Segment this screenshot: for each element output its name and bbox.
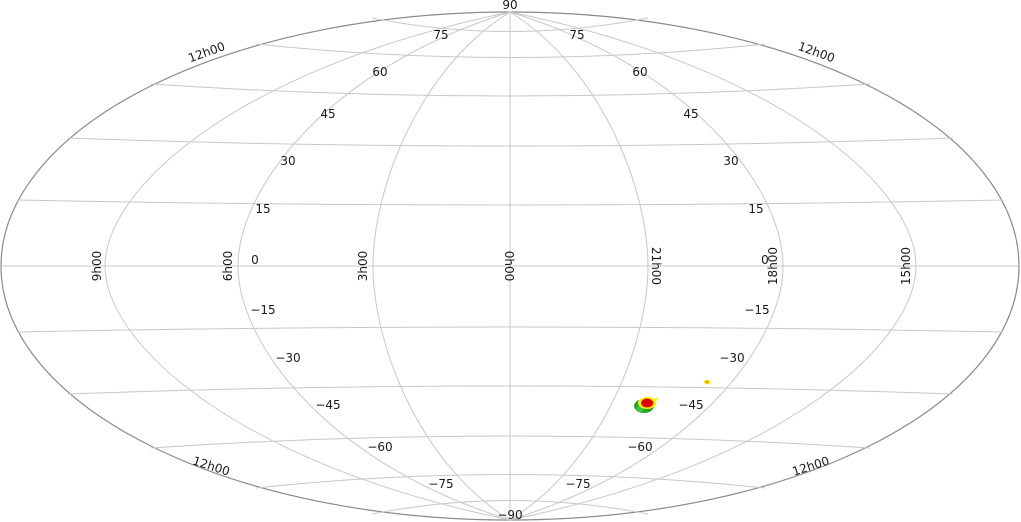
ra-label-0h: 0h00 — [502, 251, 516, 282]
dec-label-ll-m75: −75 — [428, 477, 453, 491]
hotspot-main-fleck — [654, 397, 658, 401]
dec-label-lr-m75: −75 — [565, 477, 590, 491]
dec-label-ll-m60: −60 — [367, 440, 392, 454]
dec-label-ul-0: 0 — [251, 253, 259, 267]
dec-label-ul-75: 75 — [433, 28, 448, 42]
hotspot-main — [634, 397, 658, 413]
dec-label-ur-0: 0 — [761, 253, 769, 267]
ra-grid — [104, 11, 917, 521]
dec-label-ul-30: 30 — [280, 154, 295, 168]
meridian-6h — [237, 11, 511, 521]
meridian-3h — [372, 11, 511, 521]
hotspot-small-core — [705, 380, 709, 384]
dec-label-lr-m60: −60 — [627, 440, 652, 454]
dec-label-lr-m30: −30 — [719, 351, 744, 365]
dec-label-ur-30: 30 — [723, 154, 738, 168]
ra-label-6h: 6h00 — [221, 251, 235, 282]
label-north-pole: 90 — [502, 0, 517, 12]
ra-edge-label-top-right: 12h00 — [796, 39, 837, 65]
dec-label-ur-60: 60 — [632, 65, 647, 79]
ra-label-9h: 9h00 — [90, 251, 104, 282]
dec-label-ll-m30: −30 — [275, 351, 300, 365]
ra-label-18h: 18h00 — [766, 247, 780, 285]
dec-label-ur-45: 45 — [683, 107, 698, 121]
dec-label-lr-m45: −45 — [678, 398, 703, 412]
dec-label-lr-m15: −15 — [744, 303, 769, 317]
ra-label-15h: 15h00 — [899, 247, 913, 285]
ra-edge-label-bottom-right: 12h00 — [790, 454, 831, 479]
ra-label-21h: 21h00 — [649, 247, 663, 285]
dec-label-ul-45: 45 — [320, 107, 335, 121]
dec-label-ur-75: 75 — [569, 28, 584, 42]
dec-label-ul-15: 15 — [255, 202, 270, 216]
dec-label-ll-m45: −45 — [315, 398, 340, 412]
hotspot-small — [704, 379, 710, 385]
dec-label-ll-m15: −15 — [250, 303, 275, 317]
ra-edge-label-bottom-left: 12h00 — [191, 454, 232, 479]
ra-label-3h: 3h00 — [356, 251, 370, 282]
dec-label-ur-15: 15 — [748, 202, 763, 216]
dec-label-ul-60: 60 — [372, 65, 387, 79]
hotspot-main-red — [641, 398, 653, 408]
meridian-15h — [509, 11, 917, 521]
meridian-18h — [509, 11, 784, 521]
meridian-9h — [104, 11, 511, 521]
meridian-21h — [509, 11, 649, 521]
label-south-pole: −90 — [497, 508, 522, 522]
